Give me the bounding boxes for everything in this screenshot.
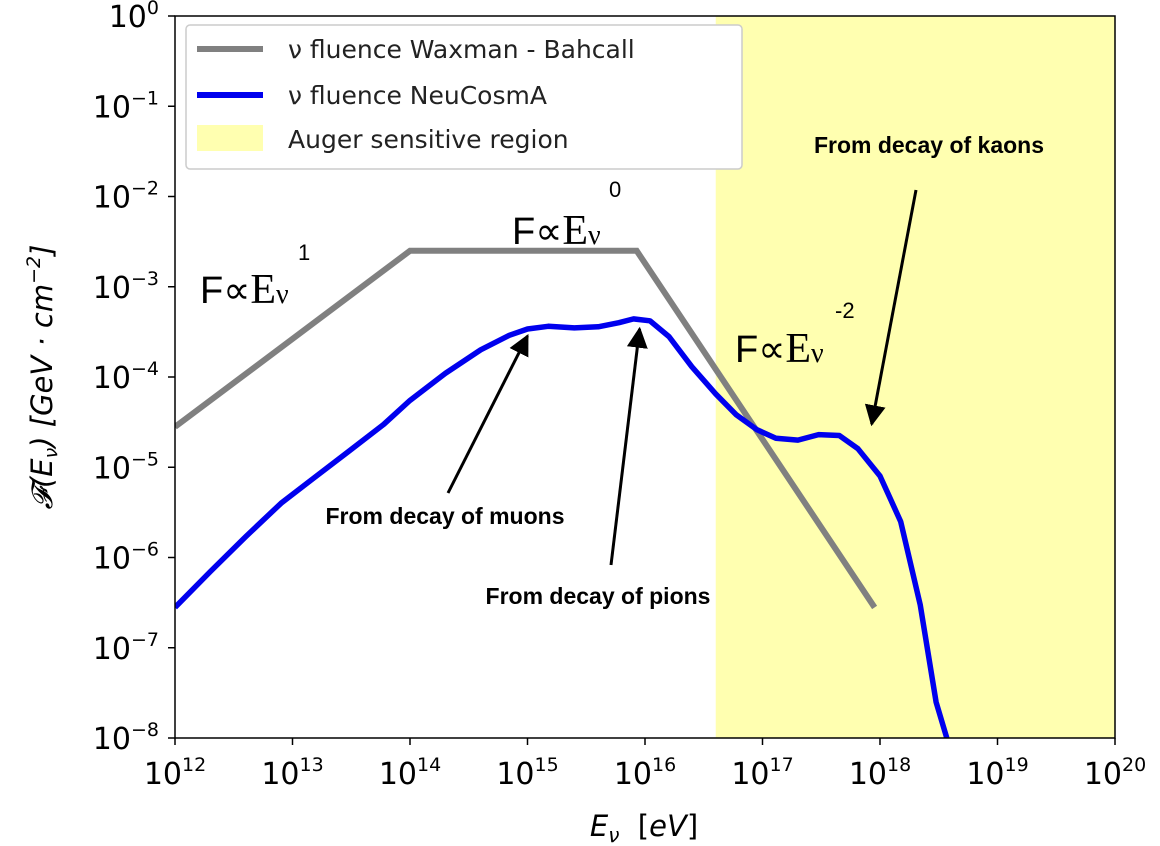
x-tick-label-8: 1020 xyxy=(1084,754,1146,792)
formula-slope-1: F∝Eν 1 xyxy=(200,240,310,313)
annotation-text-pions: From decay of pions xyxy=(486,583,711,609)
annotation-pions: From decay of pions xyxy=(486,326,711,609)
y-tick-label-7: 10−7 xyxy=(93,629,159,667)
annotation-arrow-kaons xyxy=(864,189,918,427)
annotation-muons: From decay of muons xyxy=(326,334,565,529)
y-tick-label-4: 10−4 xyxy=(93,358,159,396)
legend-label-neucosma: ν fluence NeuCosmA xyxy=(288,81,547,110)
legend-box xyxy=(185,24,743,170)
annotation-text-kaons: From decay of kaons xyxy=(814,132,1044,158)
x-axis-title: Eν [eV] xyxy=(590,809,698,846)
x-tick-label-5: 1017 xyxy=(731,754,793,792)
x-tick-label-1: 1013 xyxy=(261,754,323,792)
y-tick-label-8: 10−8 xyxy=(93,719,159,757)
svg-text:F∝Eν: F∝Eν xyxy=(512,208,601,254)
series-line-neucosma xyxy=(175,316,950,738)
y-axis-title: 𝓕(Eν) [GeV · cm−2] xyxy=(23,245,62,510)
annotation-kaons: From decay of kaons xyxy=(814,132,1044,427)
formula-slope-minus-2: F∝Eν -2 xyxy=(735,298,855,372)
legend: ν fluence Waxman - Bahcall ν fluence Neu… xyxy=(185,24,743,170)
y-tick-label-2: 10−2 xyxy=(93,178,159,216)
y-axis: 100 10−1 10−2 10−3 10−4 10−5 10−6 10−7 10−8 xyxy=(93,0,175,757)
x-tick-label-3: 1015 xyxy=(496,754,558,792)
annotation-arrow-muons xyxy=(446,334,529,494)
svg-text:1: 1 xyxy=(298,240,310,265)
svg-text:0: 0 xyxy=(609,177,621,202)
x-tick-label-4: 1016 xyxy=(614,754,676,792)
legend-label-waxman-bahcall: ν fluence Waxman - Bahcall xyxy=(288,35,635,64)
auger-region-band xyxy=(715,16,1115,738)
y-tick-label-3: 10−3 xyxy=(93,268,159,306)
annotation-arrow-pions xyxy=(609,326,648,566)
legend-swatch-auger-region xyxy=(197,125,263,151)
svg-text:F∝Eν: F∝Eν xyxy=(735,326,824,372)
y-tick-label-6: 10−6 xyxy=(93,539,159,577)
y-tick-label-1: 10−1 xyxy=(93,87,159,125)
x-tick-label-0: 1012 xyxy=(144,754,206,792)
y-tick-label-5: 10−5 xyxy=(93,448,159,486)
svg-text:F∝Eν: F∝Eν xyxy=(200,267,289,313)
formula-slope-0: F∝Eν 0 xyxy=(512,177,621,254)
annotation-text-muons: From decay of muons xyxy=(326,503,565,529)
svg-text:-2: -2 xyxy=(835,298,855,323)
x-tick-label-6: 1018 xyxy=(849,754,911,792)
x-axis: 1012 1013 1014 1015 1016 1017 1018 1019 1020 xyxy=(144,738,1146,792)
x-tick-label-7: 1019 xyxy=(966,754,1028,792)
legend-label-auger-region: Auger sensitive region xyxy=(288,125,569,154)
x-tick-label-2: 1014 xyxy=(379,754,441,792)
y-tick-label-0: 100 xyxy=(109,0,159,35)
